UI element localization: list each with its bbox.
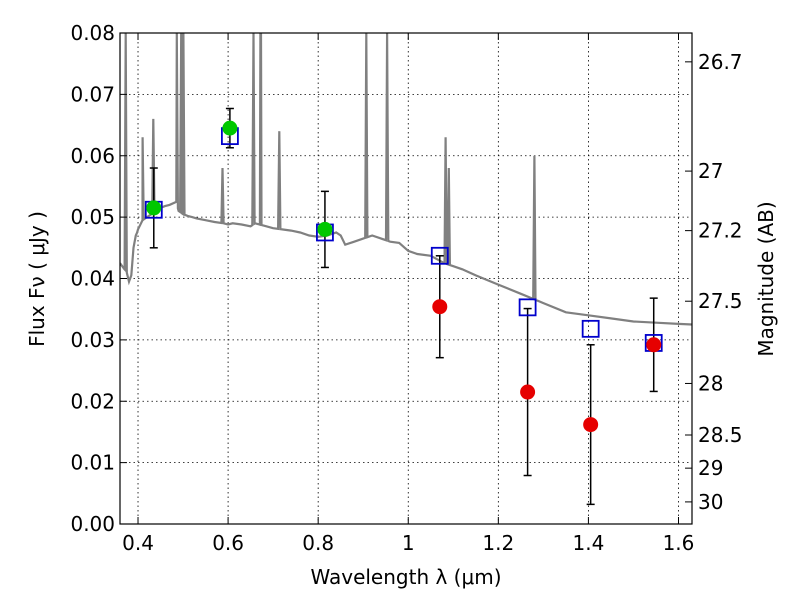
model-photometry-square <box>430 246 449 265</box>
detection-point <box>317 221 333 237</box>
y-tick-label: 0.00 <box>70 512 115 536</box>
y-tick-label: 0.05 <box>70 205 115 229</box>
detection-point <box>222 120 238 136</box>
x-tick-label: 1 <box>402 531 415 555</box>
axis-ticks <box>120 32 692 525</box>
x-tick-label: 0.6 <box>212 531 244 555</box>
right-tick-label: 29 <box>698 456 723 480</box>
x-tick-label: 0.8 <box>302 531 334 555</box>
right-tick-label: 27.2 <box>698 219 743 243</box>
x-tick-label: 1.2 <box>482 531 514 555</box>
error-bars <box>149 107 658 506</box>
tick-labels: 0.4 0.6 0.8 1 1.2 1.4 1.6 0.00 0.01 0.02 0.03 0.04 0… <box>70 21 742 555</box>
x-tick-label: 0.4 <box>122 531 154 555</box>
right-tick-label: 28 <box>698 371 723 395</box>
x-tick-label: 1.4 <box>573 531 605 555</box>
model-photometry-square <box>581 319 600 338</box>
model-photometry-square <box>518 298 537 317</box>
x-axis-title: Wavelength λ (μm) <box>310 565 501 589</box>
y-tick-label: 0.08 <box>70 21 115 45</box>
grid-lines <box>120 33 692 524</box>
spectrum-line <box>120 33 692 326</box>
detection-point <box>146 200 162 216</box>
y-tick-label: 0.03 <box>70 328 115 352</box>
right-tick-label: 27 <box>698 159 723 183</box>
upper-limit-point <box>432 299 448 315</box>
y-tick-label: 0.04 <box>70 267 115 291</box>
right-tick-label: 26.7 <box>698 50 743 74</box>
right-tick-label: 30 <box>698 490 723 514</box>
right-axis-title: Magnitude (AB) <box>754 201 778 356</box>
upper-limit-point <box>583 417 599 433</box>
upper-limit-point <box>646 337 662 353</box>
right-tick-label: 27.5 <box>698 289 743 313</box>
model-spectrum <box>120 33 692 326</box>
y-axis-title: Flux Fν ( μJy ) <box>25 211 49 347</box>
y-tick-label: 0.01 <box>70 451 115 475</box>
y-tick-label: 0.06 <box>70 144 115 168</box>
upper-limit-point <box>520 384 536 400</box>
data-markers <box>144 120 663 433</box>
y-tick-label: 0.02 <box>70 389 115 413</box>
y-tick-label: 0.07 <box>70 82 115 106</box>
right-tick-label: 28.5 <box>698 423 743 447</box>
x-tick-label: 1.6 <box>663 531 695 555</box>
